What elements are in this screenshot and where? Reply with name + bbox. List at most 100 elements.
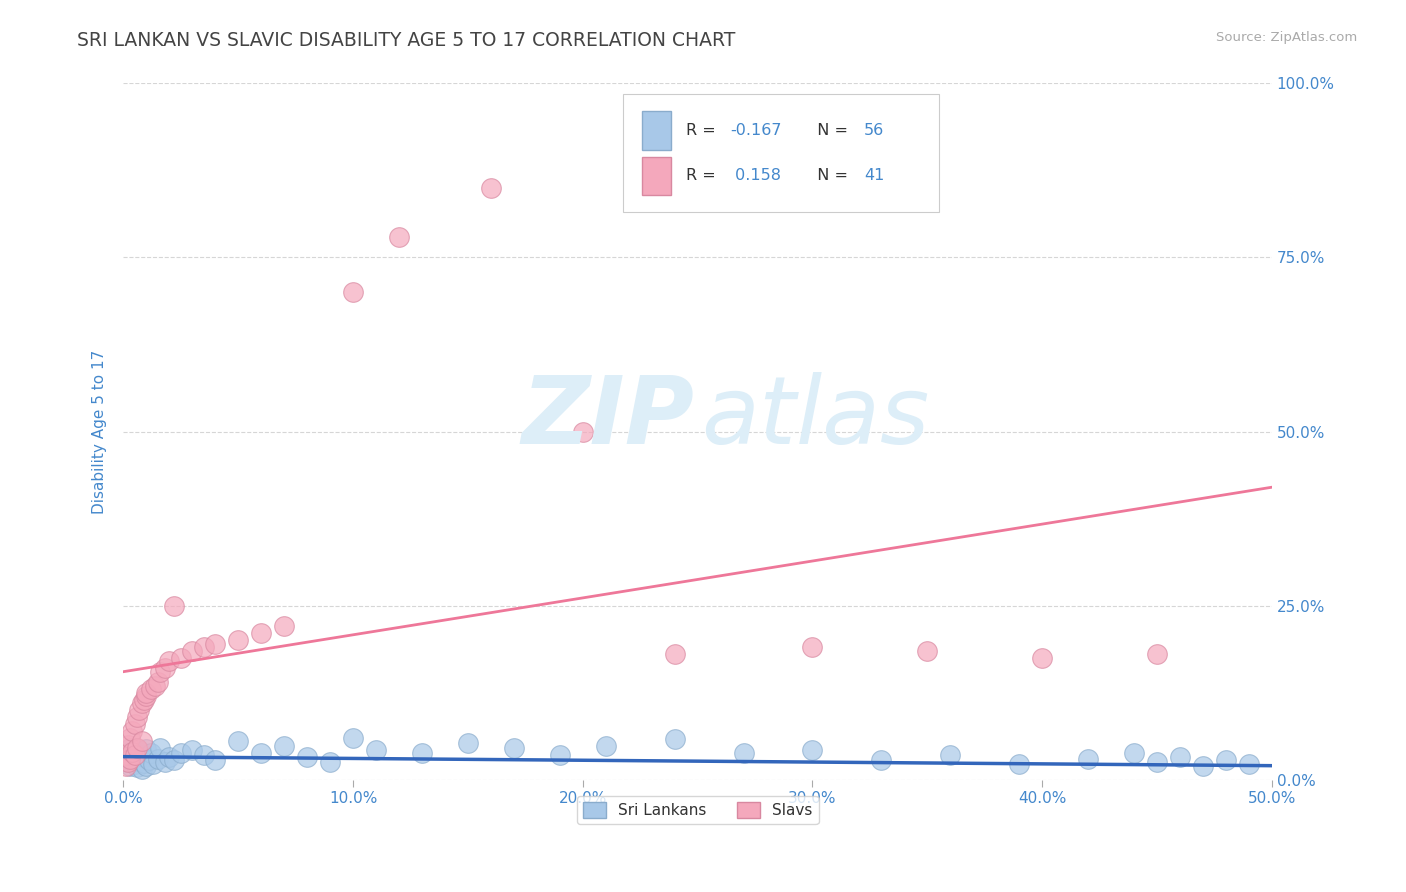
FancyBboxPatch shape [643,156,671,194]
Point [127,750,149,764]
Text: N =: N = [807,168,853,183]
Point [250,746,273,760]
Point [342,285,364,300]
Point [1008,757,1031,772]
Point [193,748,215,763]
Point [1146,755,1168,769]
Point [163,753,186,767]
Point [146,675,169,690]
Point [502,741,524,756]
Point [1215,753,1237,767]
Point [1077,752,1099,766]
Text: Source: ZipAtlas.com: Source: ZipAtlas.com [1216,31,1357,45]
Point [121,748,143,763]
Point [181,644,204,658]
Point [132,749,155,764]
Point [163,599,186,613]
Text: ZIP: ZIP [522,372,695,464]
Text: R =: R = [686,168,721,183]
Point [733,746,755,760]
FancyBboxPatch shape [643,112,671,150]
Point [204,637,226,651]
Point [132,756,155,770]
Point [128,754,150,768]
Point [135,742,157,756]
Point [121,745,143,759]
Point [145,679,167,693]
Point [127,741,149,756]
Point [157,750,180,764]
Point [149,665,172,679]
Text: 56: 56 [865,122,884,137]
Point [114,752,136,766]
Point [548,748,571,763]
Point [571,425,593,439]
Point [364,743,387,757]
Point [121,723,143,738]
Point [117,755,139,769]
Point [917,644,939,658]
Point [1123,746,1146,760]
Point [139,746,162,760]
Text: 41: 41 [865,168,884,183]
Point [114,758,136,772]
FancyBboxPatch shape [623,94,939,212]
Point [124,757,146,772]
Point [131,747,153,762]
Text: 0.158: 0.158 [730,168,780,183]
Y-axis label: Disability Age 5 to 17: Disability Age 5 to 17 [93,350,107,514]
Text: R =: R = [686,122,721,137]
Point [204,753,226,767]
Point [114,748,136,763]
Point [664,648,686,662]
Point [939,748,962,763]
Point [131,762,153,776]
Point [117,738,139,752]
Point [128,703,150,717]
Point [135,759,157,773]
Point [124,748,146,763]
Point [801,743,824,757]
Point [319,755,342,769]
Point [1168,750,1191,764]
Point [124,745,146,759]
Point [135,689,157,703]
Point [1237,757,1260,772]
Point [181,743,204,757]
Point [139,682,162,697]
Point [170,746,193,760]
Point [138,753,160,767]
Point [664,732,686,747]
Point [127,710,149,724]
Point [457,736,479,750]
Point [153,755,176,769]
Point [128,743,150,757]
Point [1146,648,1168,662]
Point [131,696,153,710]
Point [117,746,139,760]
Point [127,760,149,774]
Point [1192,758,1215,772]
Point [226,633,249,648]
Point [120,731,142,745]
Point [120,758,142,772]
Point [193,640,215,655]
Point [273,739,295,754]
Point [250,626,273,640]
Point [146,752,169,766]
Point [226,734,249,748]
Point [149,740,172,755]
Point [170,650,193,665]
Point [595,739,617,754]
Point [801,640,824,655]
Point [131,734,153,748]
Point [411,746,433,760]
Point [120,741,142,756]
Legend: Sri Lankans, Slavs: Sri Lankans, Slavs [576,796,818,824]
Point [388,229,411,244]
Point [342,731,364,745]
Text: N =: N = [807,122,853,137]
Point [295,750,318,764]
Point [120,752,142,766]
Point [135,685,157,699]
